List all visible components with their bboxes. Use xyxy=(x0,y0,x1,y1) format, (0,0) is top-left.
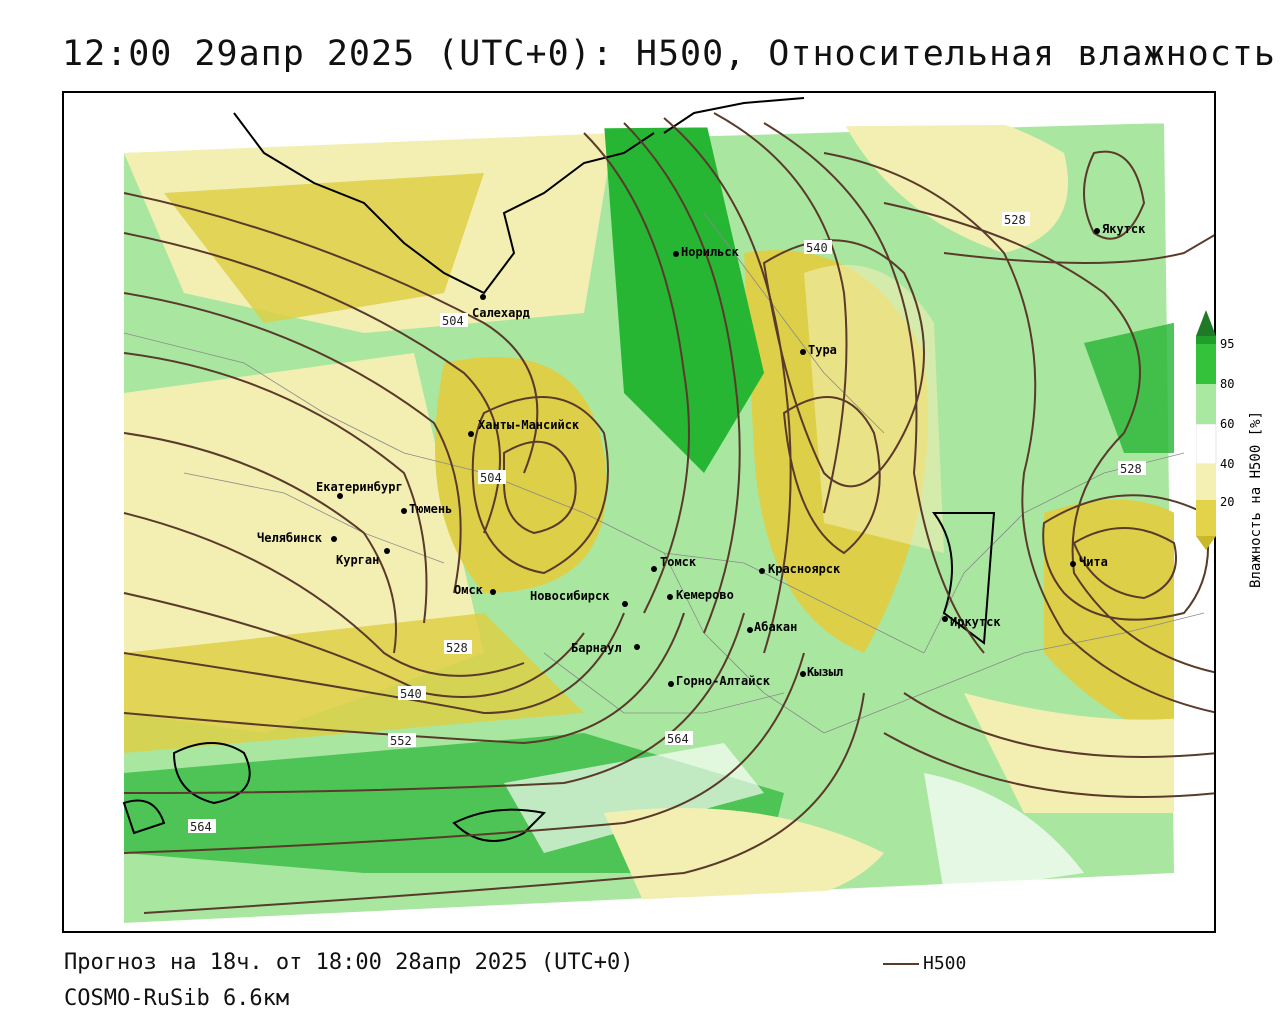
legend-band-30 xyxy=(1196,500,1216,536)
svg-text:Омск: Омск xyxy=(454,583,484,597)
cities: Якутск Норильск Салехард Тура Ханты-Манс… xyxy=(257,222,1146,688)
svg-text:Тюмень: Тюмень xyxy=(409,502,452,516)
city-omsk[interactable]: Омск xyxy=(454,583,496,597)
svg-text:Горно-Алтайск: Горно-Алтайск xyxy=(676,674,771,688)
svg-text:Иркутск: Иркутск xyxy=(950,615,1001,629)
city-yakutsk[interactable]: Якутск xyxy=(1094,222,1146,236)
humidity-map: 504 504 528 540 552 564 564 540 528 528 … xyxy=(64,93,1214,931)
svg-text:Кемерово: Кемерово xyxy=(676,588,734,602)
city-gorno-altaysk[interactable]: Горно-Алтайск xyxy=(668,674,771,688)
h500-key: H500 xyxy=(883,953,966,974)
humidity-legend: 95 80 60 40 20 Влажность на H500 [%] xyxy=(1195,300,1280,600)
legend-title: Влажность на H500 [%] xyxy=(1248,411,1264,588)
legend-band-70 xyxy=(1196,384,1216,424)
h500-contours xyxy=(123,112,1214,914)
city-tomsk[interactable]: Томск xyxy=(651,555,697,572)
svg-text:Курган: Курган xyxy=(336,553,379,567)
city-tura[interactable]: Тура xyxy=(800,343,837,357)
legend-tick-20: 20 xyxy=(1220,495,1234,509)
legend-tick-80: 80 xyxy=(1220,377,1234,391)
city-abakan[interactable]: Абакан xyxy=(747,620,797,634)
city-barnaul[interactable]: Барнаул xyxy=(571,641,640,655)
contour-label-564: 564 xyxy=(667,732,689,746)
svg-text:Новосибирск: Новосибирск xyxy=(530,589,610,603)
legend-band-95 xyxy=(1196,336,1216,344)
contour-label-540: 540 xyxy=(806,241,828,255)
legend-tick-95: 95 xyxy=(1220,337,1234,351)
svg-text:Кызыл: Кызыл xyxy=(807,665,843,679)
contour-label-540: 540 xyxy=(400,687,422,701)
city-irkutsk[interactable]: Иркутск xyxy=(942,615,1001,629)
contour-label-564: 564 xyxy=(190,820,212,834)
svg-text:Якутск: Якутск xyxy=(1102,222,1146,236)
svg-text:Ханты-Мансийск: Ханты-Мансийск xyxy=(478,418,580,432)
map-panel: 504 504 528 540 552 564 564 540 528 528 … xyxy=(62,91,1216,933)
contour-label-528: 528 xyxy=(1120,462,1142,476)
h500-line-icon xyxy=(883,962,919,965)
map-title: 12:00 29апр 2025 (UTC+0): H500, Относите… xyxy=(62,34,1276,74)
legend-tick-60: 60 xyxy=(1220,417,1234,431)
city-chita[interactable]: Чита xyxy=(1070,555,1108,569)
legend-arrow-bottom xyxy=(1196,536,1216,550)
city-kurgan[interactable]: Курган xyxy=(336,548,390,567)
contour-label-528: 528 xyxy=(1004,213,1026,227)
model-name: COSMO-RuSib 6.6км xyxy=(64,986,290,1011)
svg-text:Екатеринбург: Екатеринбург xyxy=(316,480,403,494)
humidity-fill xyxy=(64,93,1214,931)
legend-tick-40: 40 xyxy=(1220,457,1234,471)
svg-text:Салехард: Салехард xyxy=(472,306,530,320)
city-krasnoyarsk[interactable]: Красноярск xyxy=(759,562,841,576)
coastlines xyxy=(122,97,996,842)
city-chelyabinsk[interactable]: Челябинск xyxy=(257,531,337,545)
forecast-info: Прогноз на 18ч. от 18:00 28апр 2025 (UTC… xyxy=(64,950,634,975)
city-novosibirsk[interactable]: Новосибирск xyxy=(530,589,628,607)
city-kemerovo[interactable]: Кемерово xyxy=(667,588,734,602)
legend-band-50 xyxy=(1196,464,1216,500)
h500-key-label: H500 xyxy=(923,953,967,974)
svg-text:Красноярск: Красноярск xyxy=(768,562,841,576)
svg-text:Барнаул: Барнаул xyxy=(571,641,622,655)
city-tyumen[interactable]: Тюмень xyxy=(401,502,452,516)
city-kyzyl[interactable]: Кызыл xyxy=(800,665,843,679)
contour-labels: 504 504 528 540 552 564 564 540 528 528 xyxy=(188,212,1146,834)
legend-band-80 xyxy=(1196,344,1216,384)
svg-text:Норильск: Норильск xyxy=(681,245,740,259)
city-salekhard[interactable]: Салехард xyxy=(472,294,530,320)
legend-band-60 xyxy=(1195,423,1217,465)
contour-label-504: 504 xyxy=(480,471,502,485)
contour-label-504: 504 xyxy=(442,314,464,328)
svg-text:Челябинск: Челябинск xyxy=(257,531,323,545)
city-yekaterinburg[interactable]: Екатеринбург xyxy=(316,480,403,499)
contour-label-552: 552 xyxy=(390,734,412,748)
city-norilsk[interactable]: Норильск xyxy=(673,245,740,259)
legend-arrow-top xyxy=(1196,310,1216,336)
legend-colorbar: 95 80 60 40 20 Влажность на H500 [%] xyxy=(1195,310,1264,588)
svg-text:Абакан: Абакан xyxy=(754,620,797,634)
svg-text:Чита: Чита xyxy=(1079,555,1108,569)
svg-text:Томск: Томск xyxy=(660,555,697,569)
svg-text:Тура: Тура xyxy=(808,343,837,357)
contour-label-528: 528 xyxy=(446,641,468,655)
city-khanty-mansiysk[interactable]: Ханты-Мансийск xyxy=(468,418,580,437)
